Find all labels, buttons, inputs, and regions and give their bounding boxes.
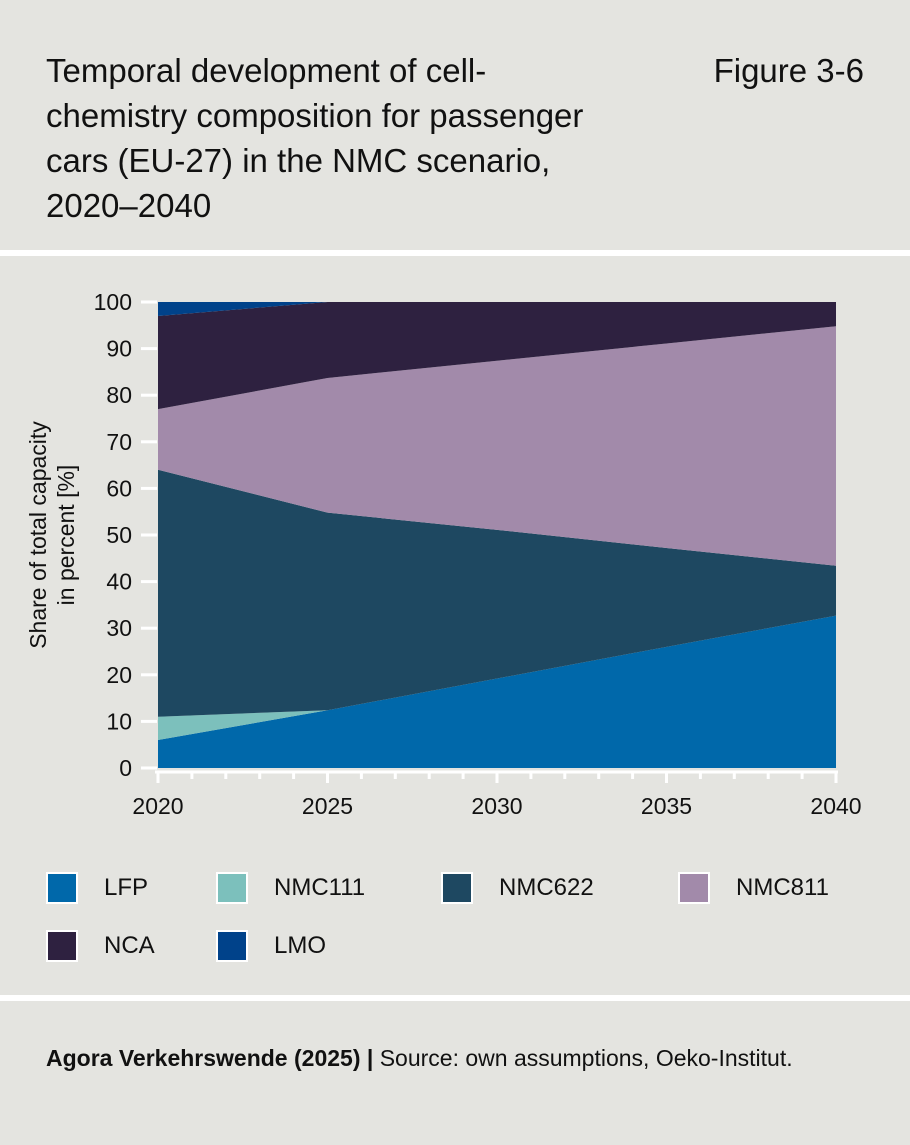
x-tick-label: 2030 bbox=[471, 793, 522, 819]
legend-item-lmo: LMO bbox=[216, 930, 326, 962]
legend-label: NMC622 bbox=[499, 874, 594, 901]
source-text: Source: own assumptions, Oeko-Institut. bbox=[379, 1045, 793, 1071]
y-tick-label: 10 bbox=[106, 708, 132, 734]
area-nmc622 bbox=[158, 469, 836, 717]
legend-label: NMC811 bbox=[736, 874, 829, 901]
y-tick-label: 100 bbox=[94, 289, 132, 315]
legend-item-nca: NCA bbox=[46, 930, 155, 962]
y-axis-label: in percent [%] bbox=[53, 465, 79, 606]
y-tick-label: 0 bbox=[119, 755, 132, 781]
y-tick-label: 60 bbox=[106, 475, 132, 501]
y-tick-label: 40 bbox=[106, 569, 132, 595]
x-tick-label: 2040 bbox=[810, 793, 861, 819]
y-tick-label: 30 bbox=[106, 615, 132, 641]
footer: Agora Verkehrswende (2025) | Source: own… bbox=[46, 1040, 866, 1076]
y-tick-label: 70 bbox=[106, 429, 132, 455]
legend-swatch bbox=[46, 930, 78, 962]
footer-divider: | bbox=[360, 1045, 380, 1071]
chart-title: Temporal development of cell-chemistry c… bbox=[46, 52, 584, 224]
x-tick-label: 2025 bbox=[302, 793, 353, 819]
y-tick-label: 90 bbox=[106, 336, 132, 362]
figure-label: Figure 3-6 bbox=[713, 52, 864, 89]
divider bbox=[0, 250, 910, 256]
publisher: Agora Verkehrswende (2025) bbox=[46, 1045, 361, 1071]
legend-item-nmc111: NMC111 bbox=[216, 872, 365, 904]
legend-swatch bbox=[46, 872, 78, 904]
legend-label: LFP bbox=[104, 874, 149, 901]
y-tick-label: 80 bbox=[106, 382, 132, 408]
x-tick-label: 2020 bbox=[132, 793, 183, 819]
legend-swatch bbox=[441, 872, 473, 904]
legend-item-nmc622: NMC622 bbox=[441, 872, 594, 904]
legend-swatch bbox=[216, 872, 248, 904]
y-tick-label: 50 bbox=[106, 522, 132, 548]
legend-item-lfp: LFP bbox=[46, 872, 148, 904]
area-nmc811 bbox=[158, 326, 836, 566]
area-nmc111 bbox=[158, 615, 836, 741]
y-tick-label: 20 bbox=[106, 662, 132, 688]
y-axis-label: Share of total capacity bbox=[25, 421, 51, 649]
x-tick-label: 2035 bbox=[641, 793, 692, 819]
area-lmo bbox=[158, 302, 836, 316]
legend-label: NCA bbox=[104, 932, 155, 959]
area-lfp bbox=[158, 615, 836, 768]
legend-swatch bbox=[216, 930, 248, 962]
legend-swatch bbox=[678, 872, 710, 904]
legend-item-nmc811: NMC811 bbox=[678, 872, 829, 904]
area-nca bbox=[158, 302, 836, 410]
legend-label: NMC111 bbox=[274, 874, 366, 901]
legend-label: LMO bbox=[274, 932, 327, 959]
divider bbox=[0, 995, 910, 1001]
